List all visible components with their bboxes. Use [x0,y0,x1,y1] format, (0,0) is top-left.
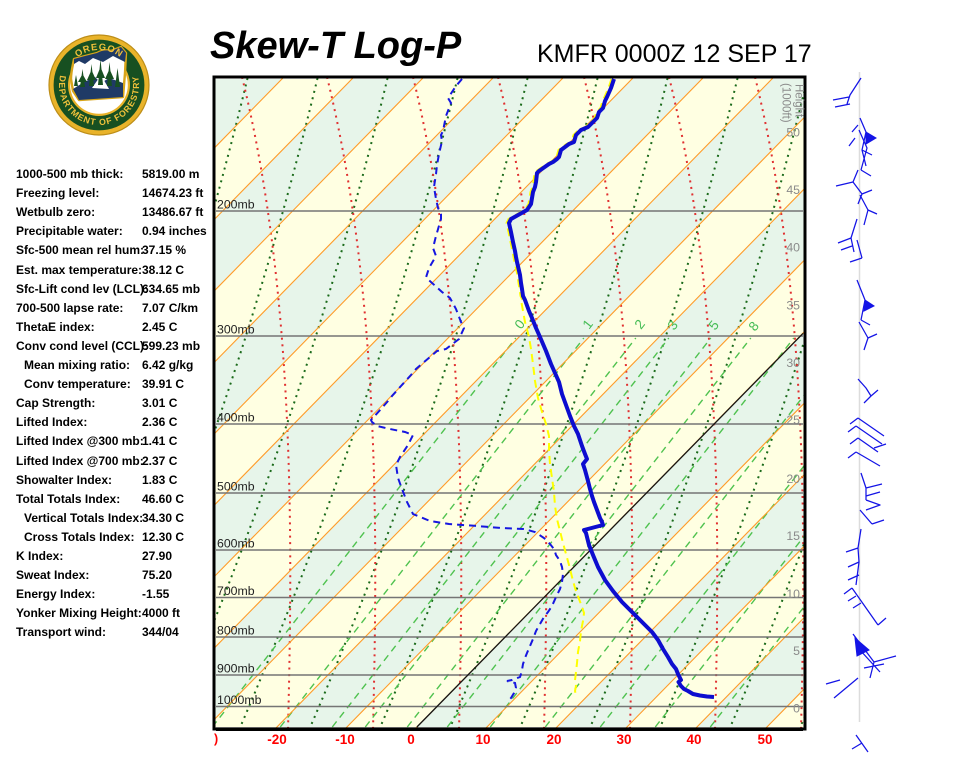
svg-text:45: 45 [786,183,800,197]
svg-text:30: 30 [786,356,800,370]
svg-text:600mb: 600mb [217,537,255,551]
svg-text:50: 50 [757,732,772,747]
svg-text:0: 0 [407,732,415,747]
svg-text:50: 50 [786,126,800,140]
svg-text:5: 5 [793,644,800,658]
svg-text:0: 0 [793,702,800,716]
svg-text:15: 15 [786,529,800,543]
svg-text:200mb: 200mb [217,198,255,212]
svg-text:30: 30 [616,732,631,747]
svg-text:700mb: 700mb [217,584,255,598]
svg-text:10: 10 [786,587,800,601]
svg-text:35: 35 [786,299,800,313]
svg-text:900mb: 900mb [217,662,255,676]
svg-text:20: 20 [546,732,561,747]
svg-text:800mb: 800mb [217,624,255,638]
svg-text:40: 40 [786,241,800,255]
svg-text:-10: -10 [335,732,355,747]
svg-text:): ) [214,732,218,746]
svg-text:1000mb: 1000mb [217,693,262,707]
svg-text:40: 40 [686,732,701,747]
svg-text:(1000ft): (1000ft) [780,83,792,123]
svg-text:20: 20 [786,472,800,486]
svg-text:25: 25 [786,413,800,427]
svg-text:-20: -20 [267,732,287,747]
svg-text:10: 10 [475,732,490,747]
svg-text:300mb: 300mb [217,323,255,337]
svg-text:500mb: 500mb [217,480,255,494]
svg-text:400mb: 400mb [217,411,255,425]
svg-text:Height: Height [793,84,805,118]
